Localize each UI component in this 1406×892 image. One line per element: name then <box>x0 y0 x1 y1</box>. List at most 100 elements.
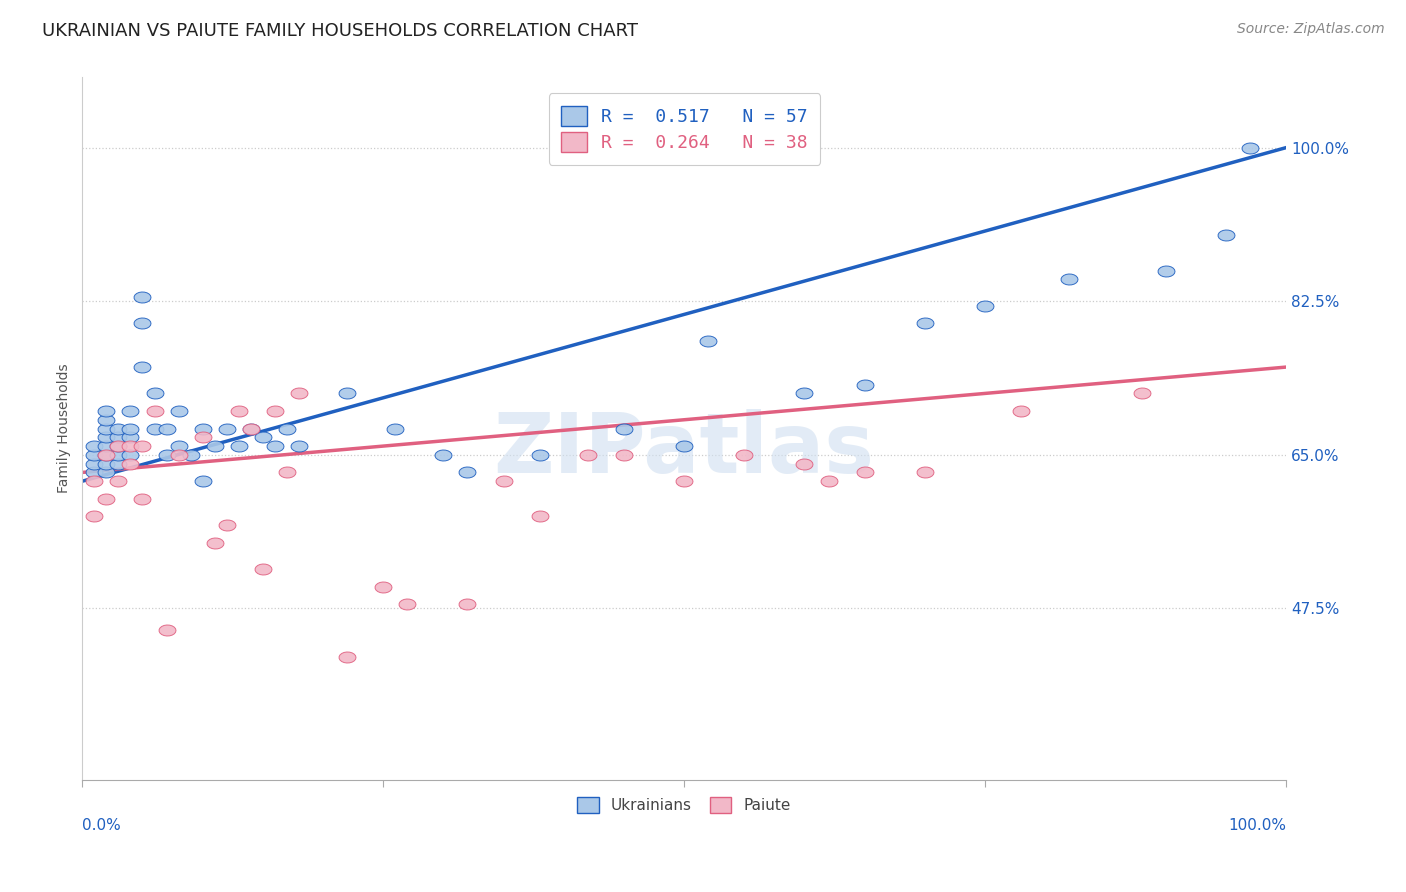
Point <box>529 509 551 524</box>
Point <box>120 457 142 471</box>
Point <box>974 299 997 313</box>
Point <box>252 562 274 576</box>
Point <box>853 377 876 392</box>
Point <box>336 386 359 401</box>
Point <box>96 466 118 480</box>
Point <box>155 448 177 462</box>
Point <box>155 624 177 638</box>
Point <box>252 430 274 444</box>
Point <box>167 439 190 453</box>
Point <box>107 430 129 444</box>
Point <box>456 597 478 611</box>
Text: ZIPatlas: ZIPatlas <box>494 409 875 490</box>
Point <box>228 404 250 418</box>
Point <box>264 439 287 453</box>
Point <box>264 404 287 418</box>
Text: UKRAINIAN VS PAIUTE FAMILY HOUSEHOLDS CORRELATION CHART: UKRAINIAN VS PAIUTE FAMILY HOUSEHOLDS CO… <box>42 22 638 40</box>
Point <box>373 580 395 594</box>
Point <box>96 421 118 435</box>
Point <box>204 535 226 549</box>
Point <box>914 316 936 330</box>
Point <box>456 466 478 480</box>
Point <box>120 439 142 453</box>
Point <box>336 649 359 664</box>
Point <box>107 439 129 453</box>
Point <box>697 334 720 348</box>
Point <box>143 421 166 435</box>
Point <box>529 448 551 462</box>
Point <box>384 421 406 435</box>
Point <box>191 421 214 435</box>
Point <box>120 448 142 462</box>
Point <box>96 430 118 444</box>
Point <box>155 421 177 435</box>
Point <box>432 448 454 462</box>
Point <box>673 474 696 488</box>
Point <box>1010 404 1032 418</box>
Point <box>853 466 876 480</box>
Point <box>239 421 262 435</box>
Point <box>396 597 419 611</box>
Point <box>120 430 142 444</box>
Point <box>191 474 214 488</box>
Point <box>228 439 250 453</box>
Point <box>107 448 129 462</box>
Point <box>288 386 311 401</box>
Text: 100.0%: 100.0% <box>1227 818 1286 833</box>
Point <box>83 466 105 480</box>
Point <box>131 290 153 304</box>
Point <box>576 448 599 462</box>
Point <box>131 439 153 453</box>
Point <box>107 439 129 453</box>
Point <box>143 404 166 418</box>
Point <box>180 448 202 462</box>
Point <box>239 421 262 435</box>
Point <box>492 474 515 488</box>
Point <box>215 421 238 435</box>
Point <box>276 466 298 480</box>
Text: 0.0%: 0.0% <box>83 818 121 833</box>
Point <box>167 448 190 462</box>
Point <box>167 404 190 418</box>
Point <box>1130 386 1153 401</box>
Point <box>96 448 118 462</box>
Point <box>1059 272 1081 286</box>
Point <box>914 466 936 480</box>
Point <box>96 404 118 418</box>
Point <box>1154 263 1177 277</box>
Point <box>120 421 142 435</box>
Legend: Ukrainians, Paiute: Ukrainians, Paiute <box>569 789 799 822</box>
Point <box>143 386 166 401</box>
Point <box>120 404 142 418</box>
Point <box>107 474 129 488</box>
Point <box>83 448 105 462</box>
Point <box>131 360 153 375</box>
Point <box>817 474 839 488</box>
Text: Source: ZipAtlas.com: Source: ZipAtlas.com <box>1237 22 1385 37</box>
Point <box>96 439 118 453</box>
Point <box>131 316 153 330</box>
Point <box>191 430 214 444</box>
Point <box>83 509 105 524</box>
Point <box>288 439 311 453</box>
Point <box>1239 141 1261 155</box>
Y-axis label: Family Households: Family Households <box>58 364 72 493</box>
Point <box>793 386 815 401</box>
Point <box>107 457 129 471</box>
Point <box>276 421 298 435</box>
Point <box>96 457 118 471</box>
Point <box>793 457 815 471</box>
Point <box>96 448 118 462</box>
Point <box>83 457 105 471</box>
Point <box>131 491 153 506</box>
Point <box>613 421 636 435</box>
Point <box>96 413 118 427</box>
Point <box>215 518 238 533</box>
Point <box>733 448 755 462</box>
Point <box>96 491 118 506</box>
Point <box>613 448 636 462</box>
Point <box>83 439 105 453</box>
Point <box>1215 228 1237 243</box>
Point <box>204 439 226 453</box>
Point <box>673 439 696 453</box>
